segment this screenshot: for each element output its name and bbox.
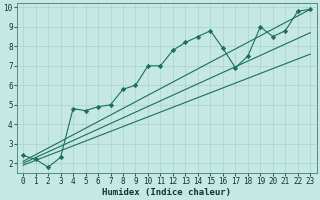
X-axis label: Humidex (Indice chaleur): Humidex (Indice chaleur) [102, 188, 231, 197]
